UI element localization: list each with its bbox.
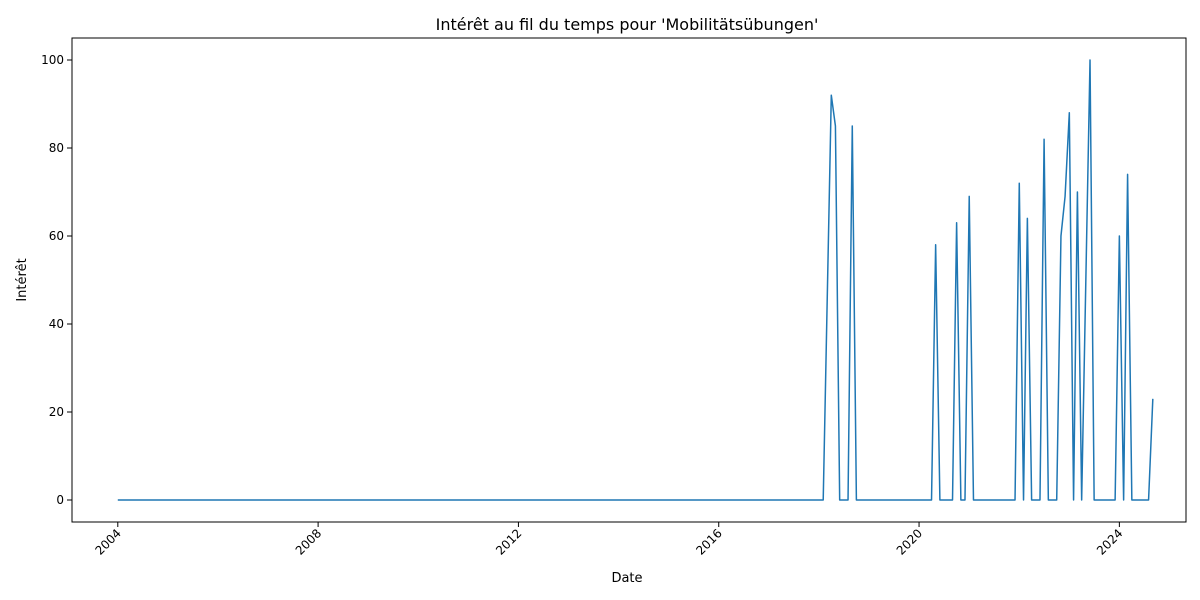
y-tick-label: 60	[49, 229, 64, 243]
x-axis-label: Date	[611, 571, 642, 586]
y-tick-label: 100	[41, 53, 64, 67]
series-line	[117, 59, 1154, 501]
y-axis-label: Intérêt	[15, 258, 30, 301]
chart-title: Intérêt au fil du temps pour 'Mobilitäts…	[436, 15, 819, 34]
y-tick-label: 20	[49, 405, 64, 419]
y-tick-label: 0	[56, 493, 64, 507]
y-axis-ticks: 0 20 40 60 80 100	[41, 53, 72, 507]
y-tick-label: 40	[49, 317, 64, 331]
plot-frame	[71, 37, 1187, 523]
plot-area	[117, 59, 1154, 501]
y-tick-label: 80	[49, 141, 64, 155]
